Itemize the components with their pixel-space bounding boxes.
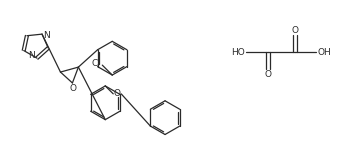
Text: O: O xyxy=(264,70,271,79)
Text: N: N xyxy=(43,31,49,40)
Text: HO: HO xyxy=(231,48,245,57)
Text: N: N xyxy=(29,51,35,60)
Text: Cl: Cl xyxy=(92,59,101,68)
Text: OH: OH xyxy=(318,48,331,57)
Text: O: O xyxy=(114,89,121,98)
Text: O: O xyxy=(291,26,298,35)
Text: O: O xyxy=(70,84,77,93)
